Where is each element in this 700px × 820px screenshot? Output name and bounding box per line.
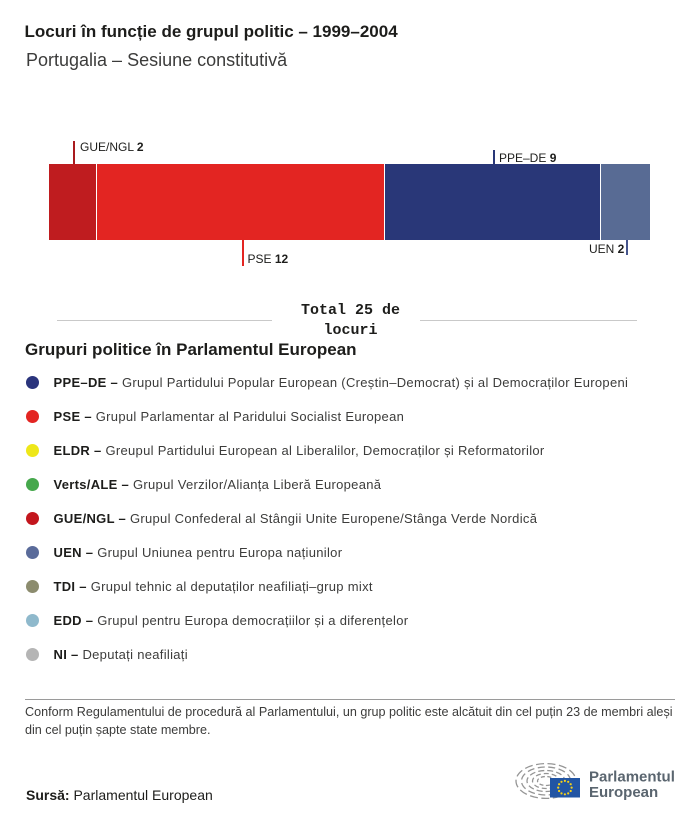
svg-text:Parlamentul: Parlamentul (589, 768, 675, 785)
svg-text:European: European (589, 784, 658, 801)
